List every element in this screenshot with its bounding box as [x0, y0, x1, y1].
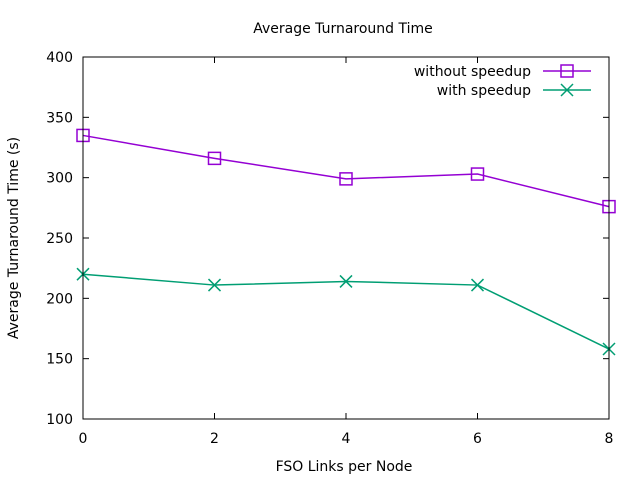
- chart-title: Average Turnaround Time: [253, 21, 433, 37]
- y-tick-label: 250: [46, 231, 73, 247]
- series-line: [82, 273, 610, 350]
- axis-ticks: 100 150 200 250 300 350 400 0 2 4 6 8: [46, 50, 613, 447]
- legend-label: without speedup: [414, 64, 531, 80]
- series-line: [82, 134, 610, 208]
- cross-marker-stroke: [207, 278, 222, 292]
- square-marker: [470, 167, 485, 181]
- y-tick-label: 350: [46, 110, 73, 126]
- cross-marker-stroke: [560, 83, 574, 97]
- plot-frame: [82, 56, 610, 420]
- y-axis-label: Average Turnaround Time (s): [6, 137, 22, 339]
- cross-marker-stroke: [470, 278, 485, 292]
- cross-marker: [560, 83, 574, 97]
- legend-entry: with speedup: [437, 83, 591, 99]
- series-without-speedup: [76, 128, 616, 214]
- x-tick-label: 8: [605, 431, 614, 447]
- series-with-speedup: [76, 267, 616, 356]
- cross-marker: [339, 274, 353, 288]
- y-tick-label: 200: [46, 291, 73, 307]
- x-tick-label: 4: [342, 431, 351, 447]
- cross-marker: [207, 278, 222, 292]
- series-layer: [76, 128, 616, 356]
- x-tick-label: 0: [79, 431, 88, 447]
- y-tick-label: 150: [46, 352, 73, 368]
- cross-marker-stroke: [339, 274, 353, 288]
- square-marker: [339, 172, 353, 186]
- legend-label: with speedup: [437, 83, 531, 99]
- x-tick-label: 2: [210, 431, 219, 447]
- square-marker: [207, 151, 222, 166]
- legend: without speedup with speedup: [414, 64, 591, 99]
- legend-entry: without speedup: [414, 64, 591, 80]
- cross-marker: [470, 278, 485, 292]
- square-marker: [560, 64, 574, 78]
- x-tick-label: 6: [473, 431, 482, 447]
- x-axis-label: FSO Links per Node: [276, 459, 413, 475]
- y-tick-label: 100: [46, 412, 73, 428]
- y-tick-label: 400: [46, 50, 73, 66]
- y-tick-label: 300: [46, 171, 73, 187]
